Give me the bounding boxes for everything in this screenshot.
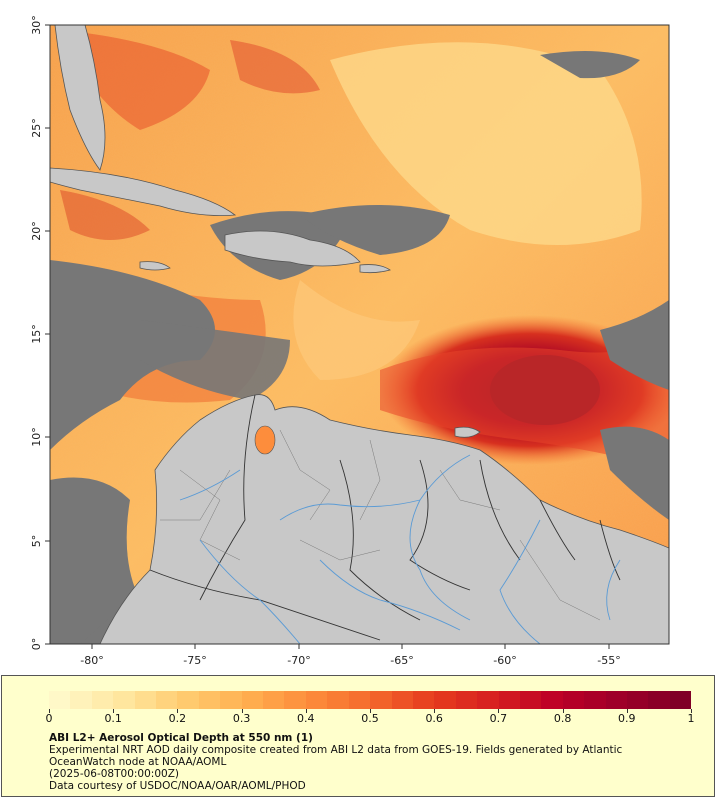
colorbar-segment	[220, 691, 242, 709]
puerto-rico	[359, 264, 391, 274]
colorbar-tick-mark	[626, 709, 628, 713]
lon-tick-label: -80°	[80, 654, 103, 667]
colorbar-segment	[562, 691, 585, 709]
colorbar-segment	[391, 691, 413, 709]
lon-tick-label: -65°	[390, 654, 413, 667]
colorbar-segment	[91, 691, 114, 709]
legend-panel: 0 0.1 0.2 0.3 0.4 0.5 0.6 0.7 0.8 0.9 1 ABI L2+ Ae…	[1, 675, 715, 797]
colorbar-segment	[498, 691, 520, 709]
colorbar-segment	[648, 691, 670, 709]
colorbar-segment	[605, 691, 627, 709]
south-america	[99, 394, 669, 644]
colorbar-tick-label: 0.4	[297, 712, 315, 725]
florida	[54, 25, 106, 171]
colorbar-segment	[198, 691, 221, 709]
colorbar-segment	[370, 691, 392, 709]
map-plot-area	[50, 25, 669, 644]
lake-maracaibo	[254, 425, 276, 455]
lat-tick-label: 25°	[30, 118, 43, 138]
colorbar-segment	[305, 691, 328, 709]
colorbar-tick-mark	[498, 709, 500, 713]
caption-line: OceanWatch node at NOAA/AOML	[49, 756, 227, 768]
colorbar-tick-label: 0.1	[104, 712, 122, 725]
colorbar-segment	[263, 691, 285, 709]
caption-line: Data courtesy of USDOC/NOAA/OAR/AOML/PHO…	[49, 780, 306, 792]
caption-line: (2025-06-08T00:00:00Z)	[49, 768, 179, 780]
colorbar-tick-label: 0.5	[361, 712, 379, 725]
colorbar-segment	[412, 691, 435, 709]
lat-tick-label: 0°	[30, 638, 43, 651]
colorbar-tick-mark	[305, 709, 307, 713]
colorbar-segment	[519, 691, 542, 709]
colorbar-tick-label: 0.3	[232, 712, 251, 725]
lon-tick-label: -75°	[183, 654, 206, 667]
colorbar-segment	[626, 691, 649, 709]
colorbar-segment	[348, 691, 371, 709]
lon-axis: -80° -75° -70° -65° -60° -55°	[80, 644, 621, 667]
hispaniola	[224, 230, 361, 267]
colorbar-segment	[455, 691, 478, 709]
colorbar-tick-mark	[49, 709, 50, 713]
lat-tick-label: 15°	[30, 324, 43, 344]
colorbar-tick-label: 0.7	[489, 712, 508, 725]
colorbar-tick-label: 0	[45, 712, 53, 725]
colorbar-segment	[156, 691, 178, 709]
colorbar-segment	[584, 691, 606, 709]
lon-tick-label: -60°	[493, 654, 516, 667]
colorbar-segment	[284, 691, 306, 709]
state-borders	[160, 429, 601, 621]
colorbar-tick-label: 0.9	[618, 712, 636, 725]
lat-axis: 0° 5° 10° 15° 20° 25° 30°	[30, 15, 50, 650]
colorbar-segment	[541, 691, 563, 709]
colorbar-tick-label: 0.2	[168, 712, 187, 725]
colorbar-segment	[113, 691, 135, 709]
colorbar-tick-mark	[241, 709, 243, 713]
colorbar-segment	[134, 691, 157, 709]
colorbar-tick-label: 0.8	[553, 712, 572, 725]
lat-tick-label: 5°	[30, 535, 43, 548]
colorbar-segment	[49, 691, 71, 709]
colorbar-tick-mark	[370, 709, 371, 713]
colorbar-segment	[327, 691, 349, 709]
colorbar-tick-mark	[691, 709, 692, 713]
lat-tick-label: 20°	[30, 221, 43, 241]
colorbar-segment	[177, 691, 199, 709]
rivers	[179, 454, 621, 644]
colorbar-segment	[669, 691, 692, 709]
caption-line: Experimental NRT AOD daily composite cre…	[49, 744, 623, 756]
colorbar-segment	[241, 691, 264, 709]
colorbar-tick-label: 0.6	[425, 712, 443, 725]
colorbar-segment	[434, 691, 456, 709]
colorbar-tick-mark	[177, 709, 179, 713]
lon-tick-label: -55°	[597, 654, 620, 667]
aod-map: -80° -75° -70° -65° -60° -55° 0° 5° 10° …	[30, 15, 670, 667]
jamaica	[139, 261, 171, 271]
colorbar-segment	[70, 691, 92, 709]
colorbar-tick-mark	[113, 709, 115, 713]
caption: ABI L2+ Aerosol Optical Depth at 550 nm …	[49, 732, 704, 792]
legend-title: ABI L2+ Aerosol Optical Depth at 550 nm …	[49, 732, 313, 744]
cuba	[50, 167, 237, 216]
colorbar-tick-mark	[562, 709, 564, 713]
colorbar-segment	[477, 691, 499, 709]
colorbar-tick-mark	[434, 709, 436, 713]
land	[50, 25, 669, 644]
lat-tick-label: 30°	[30, 15, 43, 35]
lat-tick-label: 10°	[30, 427, 43, 447]
colorbar-tick-label: 1	[687, 712, 695, 725]
trinidad	[454, 426, 481, 438]
colorbar	[49, 691, 692, 709]
lon-tick-label: -70°	[287, 654, 310, 667]
